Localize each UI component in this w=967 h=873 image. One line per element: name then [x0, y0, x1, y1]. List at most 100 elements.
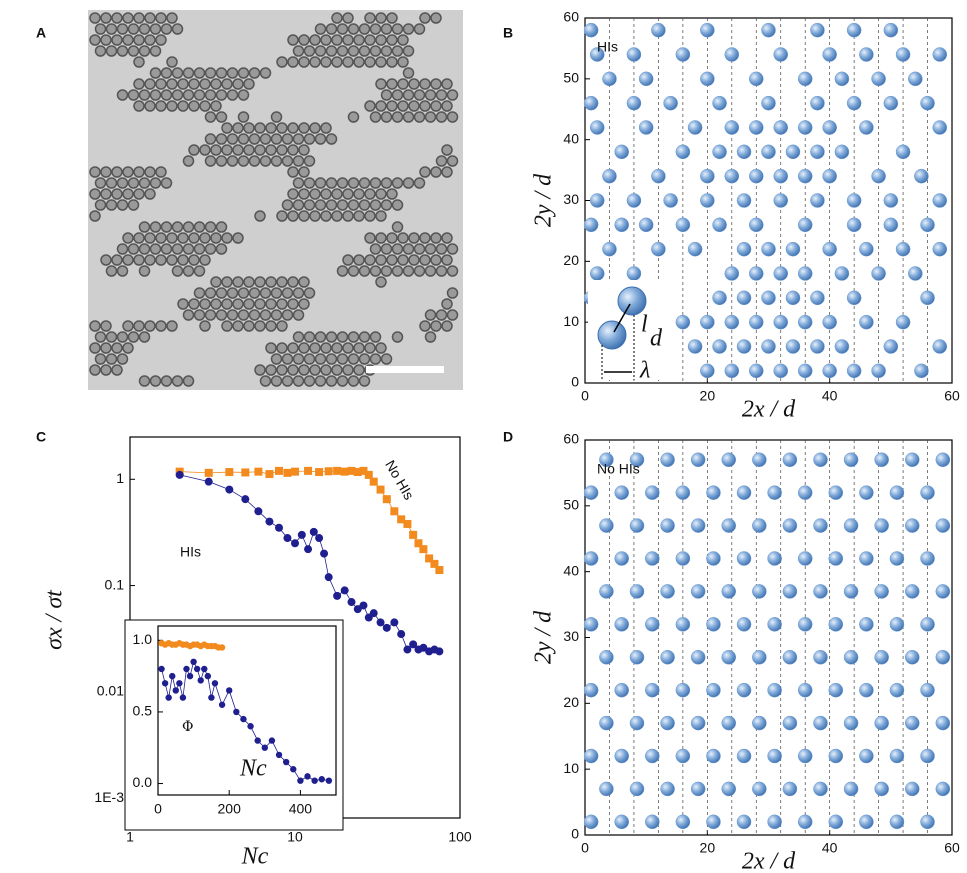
- particle: [828, 748, 844, 764]
- marker: [333, 466, 342, 475]
- particle: [834, 339, 850, 354]
- droplet: [122, 12, 134, 24]
- droplet: [105, 199, 118, 211]
- droplet: [413, 243, 426, 255]
- droplet: [347, 45, 360, 57]
- droplet: [369, 353, 382, 365]
- droplet: [369, 243, 382, 255]
- droplet: [331, 56, 343, 68]
- particle: [675, 814, 691, 830]
- particle: [871, 363, 886, 379]
- droplet: [303, 133, 316, 145]
- particle: [813, 649, 828, 665]
- droplet: [364, 210, 376, 222]
- droplet: [391, 243, 404, 255]
- particle: [895, 47, 911, 62]
- droplet: [441, 144, 453, 156]
- y-tick-label: 1: [116, 470, 124, 486]
- panel-label: A: [36, 25, 46, 41]
- droplet: [100, 254, 112, 266]
- droplet: [336, 375, 349, 387]
- particle: [822, 47, 837, 62]
- particle: [810, 95, 825, 111]
- droplet: [243, 78, 255, 90]
- particle: [920, 485, 935, 500]
- particle: [871, 266, 886, 281]
- particle: [638, 71, 654, 87]
- droplet: [364, 342, 376, 354]
- droplet: [149, 177, 162, 189]
- droplet: [386, 100, 398, 112]
- particle: [690, 584, 706, 599]
- particle: [834, 71, 850, 87]
- marker: [382, 495, 391, 504]
- droplet: [149, 375, 162, 387]
- droplet: [188, 144, 200, 156]
- droplet: [243, 122, 255, 134]
- droplet: [397, 254, 409, 266]
- particle: [822, 168, 837, 184]
- particle: [660, 584, 675, 599]
- droplet: [138, 243, 151, 255]
- droplet: [287, 144, 299, 156]
- droplet: [237, 309, 250, 321]
- particle: [895, 314, 911, 330]
- particle: [846, 22, 862, 38]
- droplet: [127, 89, 140, 101]
- droplet: [155, 78, 167, 90]
- droplet: [287, 210, 299, 222]
- droplet: [199, 144, 211, 156]
- droplet: [342, 34, 354, 46]
- droplet: [243, 298, 255, 310]
- droplet: [182, 89, 195, 101]
- particle: [889, 551, 905, 566]
- marker: [291, 539, 299, 548]
- particle: [797, 314, 813, 330]
- y-tick-label: 10: [563, 760, 579, 776]
- droplet: [391, 177, 404, 189]
- droplet: [193, 221, 206, 233]
- y-tick-label: 0: [571, 374, 579, 390]
- droplet: [177, 100, 189, 112]
- particle: [785, 290, 801, 306]
- droplet: [232, 232, 244, 244]
- droplet: [204, 133, 217, 145]
- particle: [828, 682, 844, 698]
- droplet: [380, 89, 393, 101]
- particle: [721, 715, 737, 731]
- particle: [904, 715, 920, 731]
- droplet: [232, 298, 244, 310]
- droplet: [309, 188, 321, 200]
- droplet: [408, 254, 420, 266]
- droplet: [325, 375, 338, 387]
- droplet: [303, 375, 316, 387]
- droplet: [144, 320, 156, 332]
- droplet: [193, 309, 206, 321]
- droplet: [430, 100, 442, 112]
- particle: [874, 518, 889, 533]
- marker: [324, 573, 333, 582]
- droplet: [303, 155, 316, 167]
- droplet: [193, 265, 206, 277]
- droplet: [232, 122, 244, 134]
- particle: [644, 682, 660, 698]
- droplet: [303, 177, 316, 189]
- particle: [724, 266, 740, 281]
- droplet: [336, 45, 349, 57]
- droplet: [265, 298, 277, 310]
- droplet: [100, 166, 112, 178]
- droplet: [435, 265, 448, 277]
- droplet: [138, 45, 151, 57]
- droplet: [221, 232, 233, 244]
- particle: [675, 551, 691, 566]
- particle: [813, 452, 828, 468]
- marker: [158, 665, 165, 673]
- panel-label: C: [36, 429, 46, 445]
- marker: [175, 470, 184, 479]
- particle: [599, 649, 614, 665]
- droplet: [347, 265, 360, 277]
- particle: [859, 748, 874, 764]
- droplet: [232, 276, 244, 288]
- droplet: [320, 210, 332, 222]
